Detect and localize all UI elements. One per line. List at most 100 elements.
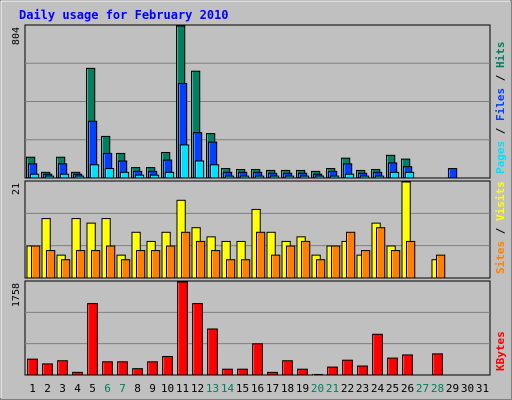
day-2-bars [41,171,55,179]
x-tick-label-day-17: 17 [266,382,279,395]
day-10-bars [161,151,175,179]
day-4-bars [72,371,83,376]
bar-kbytes-day-1 [27,358,38,376]
day-7-bars [117,361,128,376]
panel-visits-sites: 21 Sites / Visits [11,180,507,279]
day-14-bars [222,368,233,376]
x-tick-label-day-29: 29 [446,382,459,395]
day-5-bars [87,303,98,376]
x-tick-label-day-14: 14 [221,382,235,395]
day-15-bars [237,368,248,376]
day-17-bars [267,371,278,376]
day-13-bars [206,236,221,279]
bar-sites-day-20 [316,259,326,279]
day-17-bars [266,231,281,279]
bar-kbytes-day-2 [42,363,53,376]
day-20-bars [312,373,323,376]
bar-pages-day-13 [209,164,220,179]
day-9-bars [146,167,160,179]
bar-files-day-29 [447,168,458,179]
series-axis-label: Sites / Visits [494,181,507,274]
x-tick-label-day-20: 20 [311,382,324,395]
day-23-bars [356,250,371,279]
day-25-bars [387,357,398,376]
axis-label-part: Pages [494,141,507,174]
bar-sites-day-22 [346,231,356,279]
bar-pages-day-4 [74,175,85,179]
bar-kbytes-day-9 [147,361,158,376]
bar-sites-day-8 [136,250,146,279]
bar-kbytes-day-5 [87,303,98,376]
bar-kbytes-day-8 [132,368,143,376]
bar-sites-day-3 [61,259,71,279]
day-2-bars [41,218,56,279]
day-16-bars [251,168,265,179]
bar-pages-day-17 [269,175,280,179]
day-7-bars [116,152,130,179]
x-tick-label-day-27: 27 [416,382,429,395]
chart-title: Daily usage for February 2010 [19,8,229,22]
bar-kbytes-day-14 [222,368,233,376]
day-20-bars [311,170,325,179]
bar-pages-day-21 [329,175,340,179]
day-14-bars [221,240,236,279]
x-tick-label-day-10: 10 [161,382,174,395]
x-tick-label-day-25: 25 [386,382,399,395]
day-16-bars [252,343,263,376]
axis-label-part: Files [494,88,507,121]
day-20-bars [311,254,326,279]
day-6-bars [101,135,115,179]
day-12-bars [192,303,203,376]
y-max-label: 21 [11,183,22,195]
bar-sites-day-10 [166,245,176,279]
bar-pages-day-25 [389,171,400,179]
bar-pages-day-5 [89,164,100,179]
day-18-bars [281,240,296,279]
day-26-bars [401,181,416,279]
axis-label-part: Sites [494,241,507,274]
bar-kbytes-day-23 [357,365,368,376]
x-tick-label-day-8: 8 [134,382,141,395]
bar-pages-day-18 [284,175,295,179]
day-21-bars [326,245,341,279]
bar-sites-day-11 [181,231,191,279]
day-22-bars [342,359,353,376]
day-1-bars [26,156,40,179]
day-25-bars [386,245,401,279]
axis-label-part: KBytes [494,331,507,371]
panel-kbytes: 1758 KBytes [11,280,507,376]
bar-sites-day-25 [391,250,401,279]
day-4-bars [71,171,85,179]
x-tick-label-day-2: 2 [44,382,51,395]
bar-kbytes-day-25 [387,357,398,376]
bar-kbytes-day-6 [102,361,113,376]
bar-sites-day-28 [436,254,446,279]
x-tick-label-day-26: 26 [401,382,414,395]
bar-kbytes-day-21 [327,366,338,376]
day-8-bars [132,368,143,376]
y-max-label: 1758 [11,283,22,307]
day-21-bars [326,168,340,179]
bar-pages-day-26 [404,171,415,179]
day-16-bars [251,208,266,279]
day-13-bars [207,328,218,376]
day-11-bars [176,25,190,179]
bar-pages-day-2 [44,175,55,179]
day-12-bars [191,227,206,279]
bar-sites-day-15 [241,259,251,279]
y-max-label: 804 [11,27,22,45]
x-tick-label-day-11: 11 [176,382,189,395]
day-1-bars [27,358,38,376]
bar-sites-day-12 [196,240,206,279]
bar-kbytes-day-10 [162,355,173,376]
day-24-bars [371,168,385,179]
day-14-bars [221,168,235,179]
day-21-bars [327,366,338,376]
day-5-bars [86,67,100,179]
bar-pages-day-15 [239,175,250,179]
day-18-bars [282,360,293,376]
bar-kbytes-day-16 [252,343,263,376]
x-tick-label-day-9: 9 [149,382,156,395]
day-23-bars [356,169,370,179]
